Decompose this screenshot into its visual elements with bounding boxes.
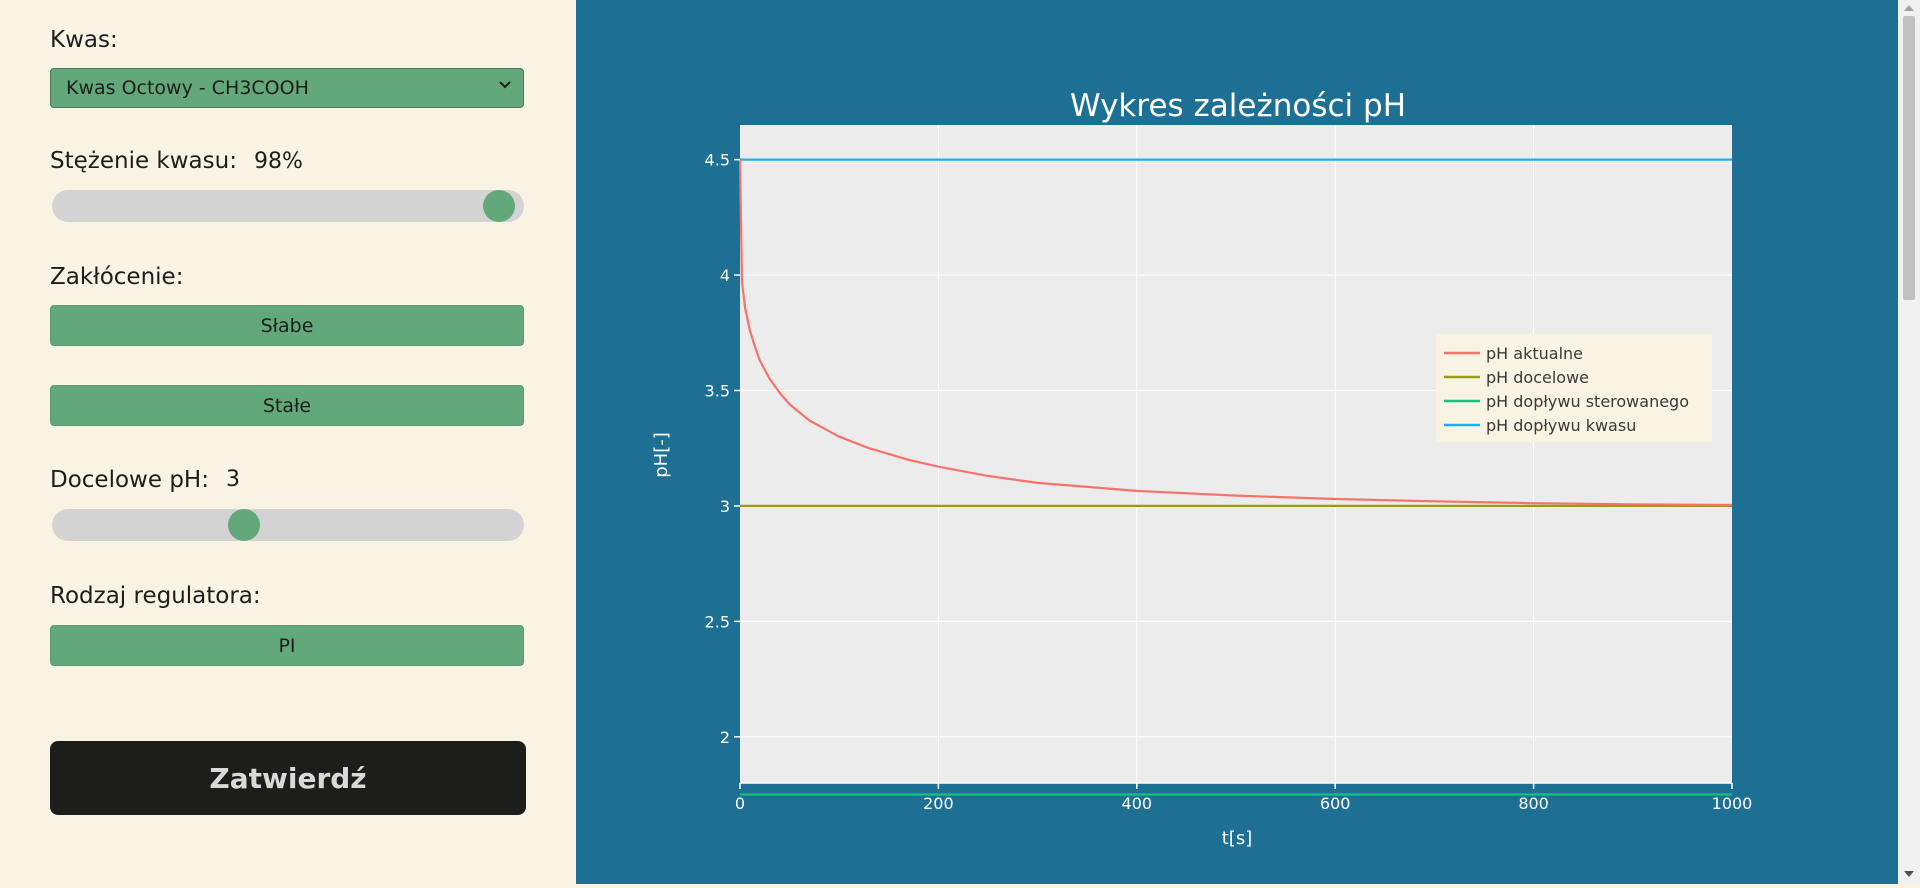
chart-legend: pH aktualne pH docelowe pH dopływu sterowa… [1436,334,1712,442]
x-tick-label: 800 [1518,794,1549,813]
disturbance-label: Zakłócenie: [50,264,184,290]
acid-select-value: Kwas Octowy - CH3COOH [66,77,309,99]
concentration-slider[interactable] [52,190,524,222]
x-axis-label: t[s] [1222,828,1252,849]
legend-label: pH docelowe [1486,368,1589,387]
target-ph-value: 3 [226,467,240,492]
y-tick-label: 2.5 [705,612,730,631]
scroll-down-icon[interactable] [1904,870,1914,878]
disturbance-weak-button[interactable]: Słabe [50,305,524,346]
chart-panel: Wykres zależności pH 0 200 400 600 800 1000 2 2… [576,0,1898,884]
legend-label: pH dopływu sterowanego [1486,392,1689,411]
scroll-up-icon[interactable] [1904,4,1914,12]
concentration-slider-handle[interactable] [483,190,516,222]
y-tick-label: 4.5 [705,151,730,170]
y-tick-label: 4 [720,266,730,285]
target-ph-slider[interactable] [52,509,524,541]
plot-area [740,125,1732,783]
regulator-pi-button[interactable]: PI [50,625,524,666]
chart-title: Wykres zależności pH [1070,88,1406,124]
y-axis-label: pH[-] [651,432,672,478]
chart-series-lines [738,158,1733,796]
x-tick-label: 400 [1122,794,1153,813]
ph-chart: Wykres zależności pH 0 200 400 600 800 1000 2 2… [651,88,1753,849]
legend-label: pH aktualne [1486,344,1583,363]
page-scrollbar[interactable] [1898,0,1920,884]
acid-label: Kwas: [50,27,118,53]
chevron-down-icon [499,81,511,89]
submit-button[interactable]: Zatwierdź [50,741,526,815]
y-tick-label: 3 [720,497,730,516]
control-panel: Kwas: Kwas Octowy - CH3COOH Stężenie kwa… [0,0,576,884]
target-ph-slider-handle[interactable] [228,509,260,541]
regulator-label: Rodzaj regulatora: [50,583,261,609]
series-line-0 [738,159,1733,507]
target-ph-label: Docelowe pH: [50,467,209,493]
x-tick-label: 600 [1320,794,1351,813]
x-tick-label: 1000 [1712,794,1753,813]
scrollbar-thumb[interactable] [1903,16,1915,300]
y-tick-label: 3.5 [705,382,730,401]
x-tick-label: 200 [923,794,954,813]
legend-label: pH dopływu kwasu [1486,416,1636,435]
y-tick-label: 2 [720,728,730,747]
disturbance-constant-button[interactable]: Stałe [50,385,524,426]
chart-axes: 0 200 400 600 800 1000 2 2.5 3 3.5 4 4.5 [705,151,1753,813]
acid-select[interactable]: Kwas Octowy - CH3COOH [50,68,524,108]
x-tick-label: 0 [735,794,745,813]
concentration-value: 98% [254,149,303,174]
concentration-label: Stężenie kwasu: [50,148,237,174]
legend-box [1436,334,1712,442]
